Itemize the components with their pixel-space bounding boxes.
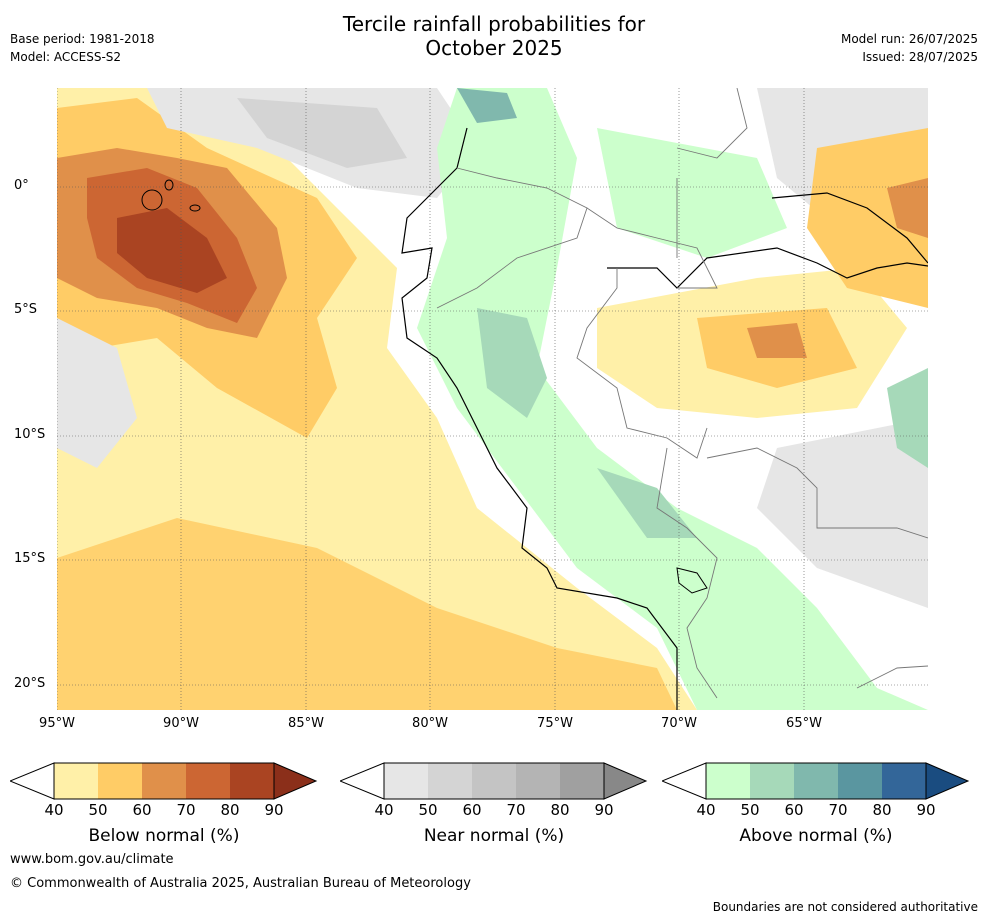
lat-tick-15s: 15°S <box>14 551 46 566</box>
footer-copyright: © Commonwealth of Australia 2025, Austra… <box>10 876 471 891</box>
model-run: Model run: 26/07/2025 <box>840 32 978 46</box>
lat-tick-20s: 20°S <box>14 676 46 691</box>
colorbar-near-normal <box>340 762 648 800</box>
near-tick-40: 40 <box>374 801 394 819</box>
above-tick-90: 90 <box>916 801 936 819</box>
lon-tick-80w: 80°W <box>412 716 448 731</box>
near-tick-80: 80 <box>550 801 570 819</box>
below-tick-40: 40 <box>44 801 64 819</box>
near-tick-70: 70 <box>506 801 526 819</box>
probability-map <box>57 88 928 710</box>
lon-tick-95w: 95°W <box>39 716 75 731</box>
below-tick-70: 70 <box>176 801 196 819</box>
map-title: Tercile rainfall probabilities for Octob… <box>0 12 988 60</box>
amazon-estuary <box>771 192 928 264</box>
footer-url[interactable]: www.bom.gov.au/climate <box>10 852 174 867</box>
above-normal-region <box>417 88 928 710</box>
near-tick-60: 60 <box>462 801 482 819</box>
below-tick-50: 50 <box>88 801 108 819</box>
meta-left: Base period: 1981-2018 Model: ACCESS-S2 <box>10 30 155 66</box>
colorbar-label-below: Below normal (%) <box>88 826 240 846</box>
below-tick-60: 60 <box>132 801 152 819</box>
above-50-south <box>597 468 697 538</box>
above-tick-40: 40 <box>696 801 716 819</box>
above-tick-70: 70 <box>828 801 848 819</box>
below-60-east-interior <box>747 323 807 358</box>
lake-titicaca <box>676 567 708 594</box>
colorbar-below-normal <box>10 762 318 800</box>
below-tick-90: 90 <box>264 801 284 819</box>
lon-tick-90w: 90°W <box>163 716 199 731</box>
below-80-region <box>117 208 227 293</box>
coastline <box>401 127 678 710</box>
above-60-north <box>457 88 517 123</box>
model-name: Model: ACCESS-S2 <box>10 50 122 64</box>
graticule <box>57 88 928 710</box>
amazon-river <box>607 247 928 289</box>
lon-tick-85w: 85°W <box>288 716 324 731</box>
below-south-region <box>57 518 677 710</box>
title-line-2: October 2025 <box>425 36 563 60</box>
below-tick-80: 80 <box>220 801 240 819</box>
base-period: Base period: 1981-2018 <box>10 32 155 46</box>
lat-tick-5s: 5°S <box>14 302 38 317</box>
above-50-east <box>887 368 928 468</box>
country-borders <box>436 88 928 699</box>
lon-tick-65w: 65°W <box>786 716 822 731</box>
near-normal-west <box>57 318 137 468</box>
title-line-1: Tercile rainfall probabilities for <box>342 12 646 36</box>
near-normal-southeast <box>757 418 928 608</box>
above-tick-50: 50 <box>740 801 760 819</box>
footer-disclaimer: Boundaries are not considered authoritat… <box>712 900 978 914</box>
lat-tick-0: 0° <box>14 178 29 193</box>
colorbar-label-above: Above normal (%) <box>739 826 893 846</box>
issued-date: Issued: 28/07/2025 <box>862 50 978 64</box>
below-normal-northeast <box>807 128 928 308</box>
meta-right: Model run: 26/07/2025 Issued: 28/07/2025 <box>841 30 978 66</box>
above-50-region <box>477 308 547 418</box>
above-tick-80: 80 <box>872 801 892 819</box>
lat-tick-10s: 10°S <box>14 427 46 442</box>
colorbar-above-normal <box>662 762 970 800</box>
near-tick-90: 90 <box>594 801 614 819</box>
near-normal-north-dark <box>237 98 407 168</box>
galapagos-islands <box>141 179 201 212</box>
near-tick-50: 50 <box>418 801 438 819</box>
colorbar-label-near: Near normal (%) <box>423 826 565 846</box>
above-tick-60: 60 <box>784 801 804 819</box>
below-60-northeast <box>887 178 928 238</box>
above-normal-east <box>597 128 787 258</box>
lon-tick-70w: 70°W <box>661 716 697 731</box>
lon-tick-75w: 75°W <box>537 716 573 731</box>
